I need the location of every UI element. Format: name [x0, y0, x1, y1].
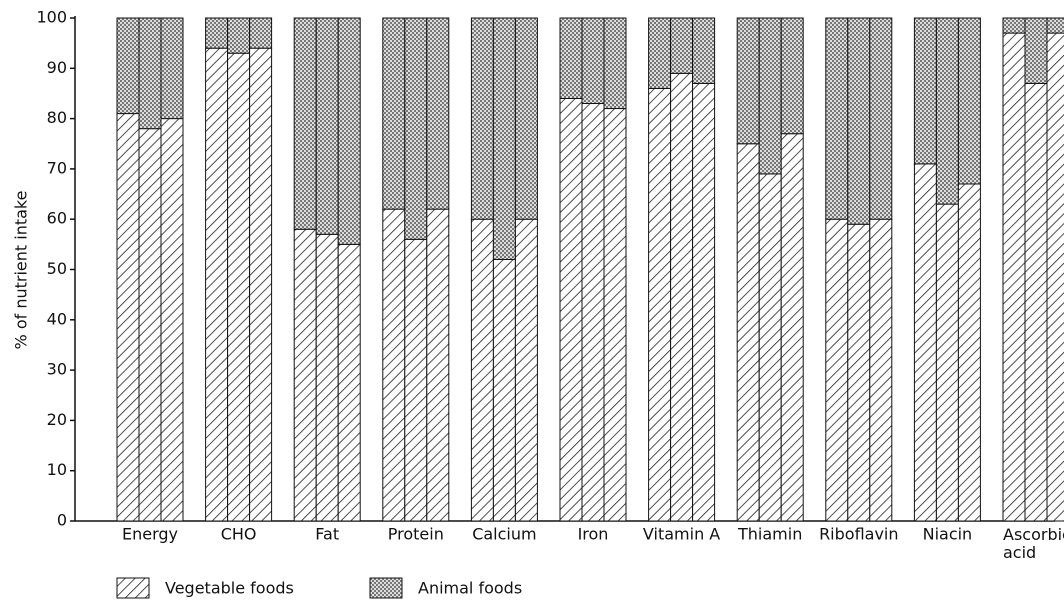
bar-segment: [205, 17, 229, 49]
bar-segment: [382, 208, 406, 522]
x-tick-label: Energy: [122, 525, 178, 544]
bar-segment: [825, 17, 849, 220]
bar-segment: [227, 52, 251, 522]
bar-segment: [337, 17, 361, 245]
bar-segment: [758, 17, 782, 175]
bar-segment: [736, 17, 760, 145]
x-tick-label: Thiamin: [737, 525, 802, 544]
bar-segment: [692, 17, 716, 84]
x-tick-label: Iron: [578, 525, 609, 544]
bar-segment: [160, 17, 184, 120]
x-tick-label: Calcium: [472, 525, 536, 544]
bar-segment: [670, 17, 694, 74]
y-tick-label: 50: [47, 259, 67, 278]
y-tick-label: 20: [47, 410, 67, 429]
bar-segment: [404, 17, 428, 240]
bar-segment: [780, 133, 804, 522]
bar-segment: [1024, 17, 1048, 84]
bar-segment: [1046, 32, 1064, 522]
bar-segment: [470, 218, 494, 522]
bar-segment: [426, 17, 450, 210]
bar-segment: [382, 17, 406, 210]
bar-segment: [736, 143, 760, 522]
bar-segment: [315, 17, 339, 235]
bar-segment: [315, 233, 339, 522]
bar-segment: [404, 238, 428, 522]
bar-segment: [138, 128, 162, 522]
bar-segment: [559, 97, 583, 522]
legend-label: Animal foods: [418, 579, 522, 598]
bar-segment: [426, 208, 450, 522]
y-tick-label: 70: [47, 158, 67, 177]
bar-segment: [913, 17, 937, 165]
bar-segment: [293, 17, 317, 230]
bar-segment: [1024, 82, 1048, 522]
bar-segment: [514, 17, 538, 220]
bar-segment: [249, 17, 273, 49]
y-axis-label: % of nutrient intake: [12, 191, 31, 350]
bar-segment: [470, 17, 494, 220]
bar-segment: [603, 17, 627, 110]
bar-segment: [935, 17, 959, 205]
bar-segment: [670, 72, 694, 522]
legend-swatch: [116, 577, 150, 599]
bar-segment: [205, 47, 229, 522]
bar-segment: [1046, 17, 1064, 34]
legend-swatch: [369, 577, 403, 599]
y-tick-label: 0: [57, 511, 67, 530]
bar-segment: [581, 103, 605, 522]
bar-segment: [337, 243, 361, 522]
legend-label: Vegetable foods: [165, 579, 294, 598]
bar-segment: [492, 17, 516, 260]
bar-segment: [869, 17, 893, 220]
bar-segment: [514, 218, 538, 522]
bar-segment: [847, 223, 871, 522]
y-tick-label: 60: [47, 209, 67, 228]
bar-segment: [492, 258, 516, 522]
x-tick-label: Vitamin A: [643, 525, 720, 544]
y-tick-label: 80: [47, 108, 67, 127]
bar-segment: [957, 17, 981, 185]
bar-segment: [692, 82, 716, 522]
y-tick-label: 100: [36, 8, 67, 27]
y-tick-label: 90: [47, 58, 67, 77]
bar-segment: [603, 108, 627, 522]
bar-segment: [293, 228, 317, 522]
bar-segment: [116, 113, 140, 522]
bar-segment: [581, 17, 605, 105]
bar-segment: [780, 17, 804, 135]
bar-segment: [648, 87, 672, 522]
y-tick-label: 40: [47, 309, 67, 328]
bar-segment: [648, 17, 672, 89]
x-tick-label: Ascorbic acid: [1003, 525, 1064, 562]
bar-segment: [913, 163, 937, 522]
bar-segment: [559, 17, 583, 99]
bar-segment: [869, 218, 893, 522]
bar-segment: [138, 17, 162, 130]
bar-segment: [825, 218, 849, 522]
x-tick-label: CHO: [221, 525, 257, 544]
bar-segment: [1002, 32, 1026, 522]
y-tick-label: 10: [47, 460, 67, 479]
bar-segment: [935, 203, 959, 522]
x-tick-label: Protein: [388, 525, 444, 544]
x-tick-label: Riboflavin: [819, 525, 898, 544]
bar-segment: [1002, 17, 1026, 34]
x-tick-label: Niacin: [923, 525, 973, 544]
bar-segment: [227, 17, 251, 54]
bar-segment: [957, 183, 981, 522]
bar-segment: [160, 118, 184, 522]
bar-segment: [758, 173, 782, 522]
bar-segment: [847, 17, 871, 225]
y-tick-label: 30: [47, 360, 67, 379]
bar-segment: [116, 17, 140, 115]
bar-segment: [249, 47, 273, 522]
x-tick-label: Fat: [315, 525, 339, 544]
